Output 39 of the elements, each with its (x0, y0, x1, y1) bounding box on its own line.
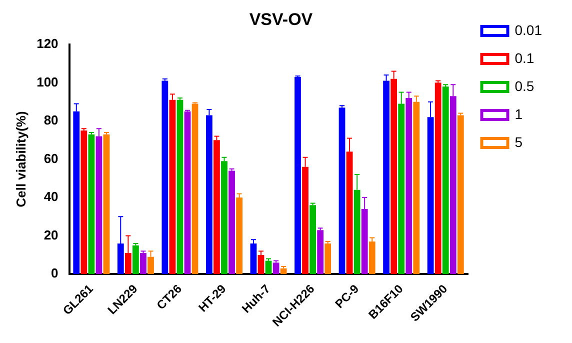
bar (310, 205, 316, 274)
legend-label: 0.01 (514, 22, 542, 38)
bar (442, 86, 449, 274)
legend-label: 5 (514, 134, 523, 150)
bar (140, 253, 146, 274)
y-tick-label: 0 (51, 266, 58, 281)
y-tick-label: 120 (36, 36, 58, 51)
bar (132, 245, 139, 274)
bar (294, 76, 301, 274)
y-tick-label: 100 (36, 74, 58, 90)
y-tick-label: 80 (44, 112, 58, 128)
bar (162, 80, 168, 274)
bar (265, 260, 272, 274)
legend-label: 0.5 (514, 78, 534, 94)
bar (258, 254, 264, 274)
bar (192, 104, 198, 274)
y-tick-label: 40 (44, 189, 58, 204)
bar (280, 268, 287, 274)
chart-title: VSV-OV (249, 10, 314, 29)
legend-label: 1 (514, 106, 523, 122)
bar (221, 161, 228, 274)
bar (250, 243, 257, 274)
y-tick-label: 20 (44, 227, 58, 242)
bar (80, 130, 88, 274)
bar (228, 170, 235, 274)
bar (317, 230, 324, 274)
y-axis-title: Cell viability(%) (13, 111, 28, 208)
bar (338, 108, 346, 274)
bar (88, 134, 95, 274)
legend-label: 0.1 (514, 50, 534, 66)
bar (176, 100, 184, 274)
bar (457, 115, 464, 274)
bar (103, 134, 110, 274)
bar (324, 243, 332, 274)
bar (434, 82, 442, 274)
bar (184, 111, 191, 274)
bar (214, 140, 220, 274)
bar (272, 262, 280, 274)
y-tick-label: 60 (44, 150, 58, 166)
